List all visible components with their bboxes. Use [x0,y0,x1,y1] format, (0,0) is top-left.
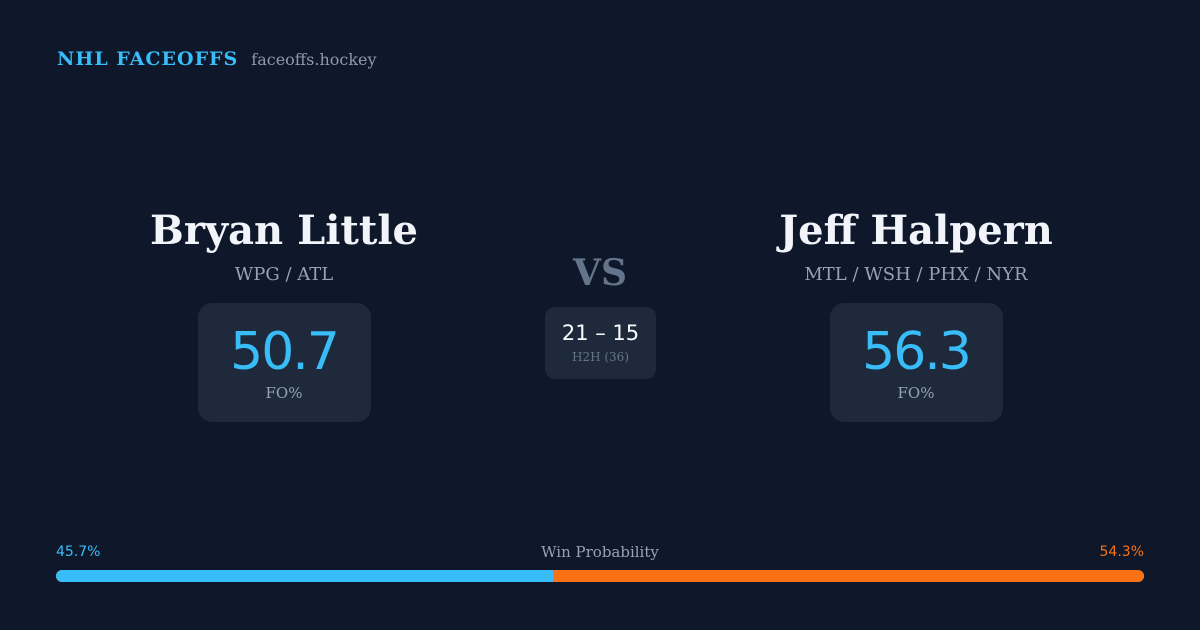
player-right-name: Jeff Halpern [779,207,1053,254]
player-left-fo-value: 50.7 [230,322,340,382]
player-right-teams: MTL / WSH / PHX / NYR [804,264,1028,285]
win-probability-bar [56,570,1144,582]
win-probability-fill-right [553,570,1144,582]
player-left: Bryan Little WPG / ATL 50.7 FO% [64,205,504,422]
win-probability-right-label: 54.3% [1099,544,1144,560]
player-left-name: Bryan Little [150,207,418,254]
player-right-fo-value: 56.3 [862,322,972,382]
player-left-teams: WPG / ATL [234,264,334,285]
win-probability-left-label: 45.7% [56,544,101,560]
player-left-fo-label: FO% [265,384,303,402]
player-right-fo-card: 56.3 FO% [829,303,1003,422]
brand-name: NHL FACEOFFS [57,48,239,70]
player-right-fo-label: FO% [897,384,935,402]
brand-site: faceoffs.hockey [251,50,377,69]
vs-label: VS [573,252,627,294]
head-to-head-label: H2H (36) [571,350,629,364]
player-right: Jeff Halpern MTL / WSH / PHX / NYR 56.3 … [696,205,1136,422]
head-to-head-score: 21 – 15 [561,321,640,345]
brand-header: NHL FACEOFFS faceoffs.hockey [57,48,377,70]
player-left-fo-card: 50.7 FO% [197,303,371,422]
win-probability-fill-left [56,570,554,582]
head-to-head-card: 21 – 15 H2H (36) [545,307,656,379]
win-probability-title: Win Probability [541,543,659,561]
